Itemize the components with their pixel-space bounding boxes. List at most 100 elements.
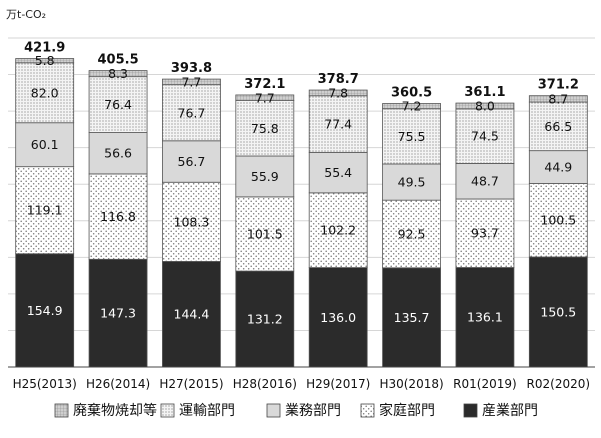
data-label: 136.1	[467, 310, 503, 325]
data-label: 49.5	[398, 175, 426, 190]
bar-segment	[15, 166, 75, 255]
bar-segment	[455, 198, 515, 268]
data-label: 55.9	[251, 169, 279, 184]
bar-segment	[382, 267, 441, 368]
bar-segment	[455, 108, 515, 164]
data-label: 92.5	[398, 226, 426, 241]
x-axis-ticks: H25(2013) H26(2014) H27(2015) H28(2016) H29(…	[13, 377, 590, 391]
bar-segment	[308, 95, 368, 153]
total-label: 405.5	[98, 53, 139, 68]
bar-segment	[382, 108, 441, 165]
bar-segment	[528, 101, 588, 152]
legend-swatch	[463, 403, 478, 418]
bar-segment	[15, 253, 75, 368]
bar-segment	[235, 196, 295, 272]
bar-segment	[88, 173, 148, 260]
x-tick-label: H27(2015)	[159, 377, 223, 391]
data-label: 82.0	[31, 85, 59, 100]
data-label: 76.4	[104, 97, 132, 112]
bar-segment	[15, 122, 75, 168]
x-tick-label: R02(2020)	[527, 377, 591, 391]
bar-segment	[162, 181, 221, 262]
legend-swatch	[54, 403, 69, 418]
bar-segment	[455, 267, 515, 368]
bar-segment	[162, 261, 221, 368]
bar-segment	[308, 192, 368, 268]
bar-segment	[455, 102, 515, 110]
data-label: 8.3	[108, 66, 128, 81]
bar-segment	[235, 94, 295, 101]
data-label: 7.7	[255, 90, 275, 105]
data-label: 135.7	[394, 310, 430, 325]
data-label: 93.7	[471, 226, 499, 241]
bar-segment	[308, 267, 368, 368]
data-label: 108.3	[174, 214, 210, 229]
data-label: 44.9	[544, 160, 572, 175]
data-label: 7.8	[328, 85, 348, 100]
bar-segment	[162, 140, 221, 183]
bar-segment	[88, 132, 148, 175]
bar-segment	[382, 163, 441, 201]
data-label: 60.1	[31, 137, 59, 152]
total-label: 378.7	[318, 72, 359, 87]
bar-segment	[235, 155, 295, 198]
data-label: 101.5	[247, 226, 283, 241]
data-label: 8.7	[548, 91, 568, 106]
total-label: 421.9	[24, 41, 65, 56]
data-label: 100.5	[540, 213, 576, 228]
data-label: 56.6	[104, 146, 132, 161]
data-label: 77.4	[324, 117, 352, 132]
data-label: 119.1	[27, 203, 63, 218]
data-label: 8.0	[475, 98, 495, 113]
bar-segment	[308, 151, 368, 194]
data-label: 76.7	[178, 105, 206, 120]
bar-segment	[455, 162, 515, 200]
data-label: 56.7	[178, 154, 206, 169]
data-label: 154.9	[27, 303, 63, 318]
legend-label: 家庭部門	[379, 402, 435, 419]
data-label: 131.2	[247, 312, 283, 327]
bar-segment	[15, 62, 75, 124]
data-label: 7.2	[402, 99, 422, 114]
data-label: 102.2	[320, 223, 356, 238]
data-label: 144.4	[174, 307, 210, 322]
data-label: 147.3	[100, 306, 136, 321]
bars	[15, 58, 588, 368]
x-tick-label: H25(2013)	[13, 377, 77, 391]
bar-segment	[88, 258, 148, 368]
x-tick-label: H30(2018)	[379, 377, 443, 391]
total-label: 360.5	[391, 86, 432, 101]
legend: 廃棄物焼却等 運輸部門 業務部門 家庭部門 産業部門	[54, 402, 538, 419]
data-label: 150.5	[540, 304, 576, 319]
total-label: 393.8	[171, 61, 212, 76]
total-label: 371.2	[538, 78, 579, 93]
total-label: 361.1	[464, 85, 505, 100]
data-label: 48.7	[471, 174, 499, 189]
bar-segment	[235, 100, 295, 157]
bar-segment	[88, 70, 148, 78]
x-tick-label: H29(2017)	[306, 377, 370, 391]
bar-segment	[382, 199, 441, 269]
data-label: 75.5	[398, 129, 426, 144]
x-tick-label: H28(2016)	[233, 377, 297, 391]
legend-label: 産業部門	[482, 403, 538, 419]
x-tick-label: R01(2019)	[453, 377, 517, 391]
unit-label: 万t-CO₂	[6, 8, 46, 21]
bar-segment	[162, 84, 221, 142]
bar-segment	[528, 183, 588, 258]
bar-segment	[528, 150, 588, 184]
legend-swatch	[266, 403, 281, 418]
legend-label: 運輸部門	[179, 403, 235, 419]
x-tick-label: H26(2014)	[86, 377, 150, 391]
bar-segment	[308, 89, 368, 97]
bar-segment	[528, 95, 588, 103]
data-label: 7.7	[181, 74, 201, 89]
legend-swatch	[360, 403, 375, 418]
data-label: 5.8	[35, 53, 55, 68]
data-label: 66.5	[544, 119, 572, 134]
legend-label: 廃棄物焼却等	[73, 402, 157, 419]
bar-segment	[382, 103, 441, 110]
bar-segment	[162, 78, 221, 86]
